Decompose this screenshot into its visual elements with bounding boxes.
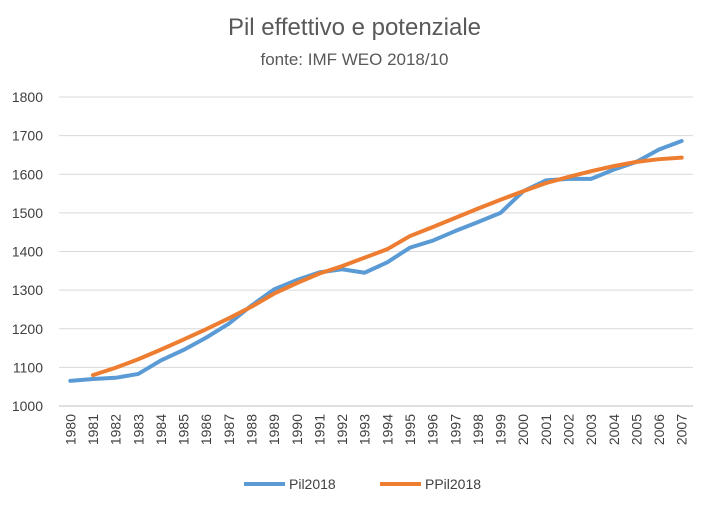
y-tick-label: 1400 <box>12 244 43 260</box>
x-tick-label: 2003 <box>583 414 599 445</box>
x-tick-label: 2006 <box>651 414 667 445</box>
y-tick-label: 1300 <box>12 282 43 298</box>
x-tick-label: 1987 <box>221 414 237 445</box>
chart-subtitle: fonte: IMF WEO 2018/10 <box>260 50 449 69</box>
x-tick-label: 1993 <box>357 414 373 445</box>
x-tick-label: 2001 <box>538 414 554 445</box>
x-tick-label: 1986 <box>198 414 214 445</box>
y-tick-label: 1000 <box>12 398 43 414</box>
x-tick-label: 1995 <box>402 414 418 445</box>
legend-label-pil2018: Pil2018 <box>289 476 336 492</box>
chart-title: Pil effettivo e potenziale <box>227 14 482 41</box>
x-tick-label: 1998 <box>470 414 486 445</box>
x-tick-label: 2004 <box>606 414 622 445</box>
y-tick-label: 1500 <box>12 205 43 221</box>
x-tick-label: 1997 <box>447 414 463 445</box>
series-line-ppil2018 <box>90 155 684 378</box>
y-tick-label: 1800 <box>12 89 43 105</box>
series-line-pil2018 <box>68 139 684 383</box>
x-tick-label: 1994 <box>379 414 395 445</box>
x-tick-label: 1990 <box>289 414 305 445</box>
x-tick-label: 1996 <box>425 414 441 445</box>
x-tick-label: 1988 <box>243 414 259 445</box>
x-tick-label: 1989 <box>266 414 282 445</box>
y-tick-label: 1200 <box>12 321 43 337</box>
y-tick-label: 1700 <box>12 128 43 144</box>
x-tick-label: 2000 <box>515 414 531 445</box>
x-tick-label: 1984 <box>153 414 169 445</box>
x-tick-label: 1991 <box>311 414 327 445</box>
x-tick-label: 1985 <box>176 414 192 445</box>
legend-label-ppil2018: PPil2018 <box>425 476 481 492</box>
x-tick-label: 1983 <box>130 414 146 445</box>
x-tick-label: 1980 <box>62 414 78 445</box>
x-tick-label: 2007 <box>674 414 690 445</box>
y-tick-label: 1600 <box>12 166 43 182</box>
x-tick-label: 1982 <box>108 414 124 445</box>
x-tick-label: 1992 <box>334 414 350 445</box>
x-tick-label: 1981 <box>85 414 101 445</box>
x-tick-label: 2005 <box>628 414 644 445</box>
x-tick-label: 1999 <box>493 414 509 445</box>
y-tick-label: 1100 <box>13 359 43 375</box>
x-tick-label: 2002 <box>560 414 576 445</box>
